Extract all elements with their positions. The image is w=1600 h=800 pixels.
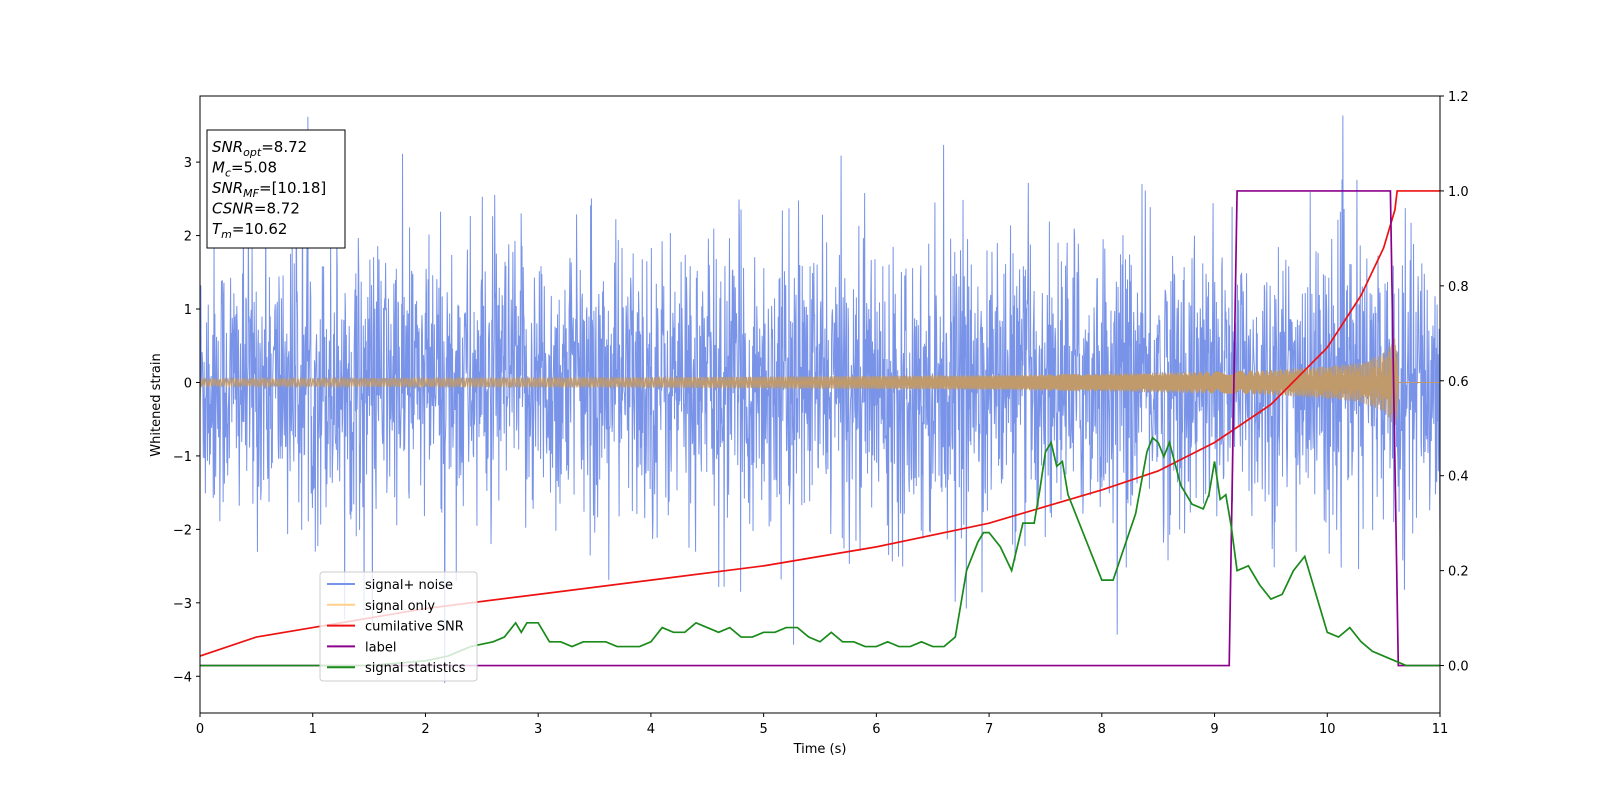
info-box-line: Tm=10.62 [212,220,287,241]
y-left-tick-label: −1 [173,450,192,465]
y-right-tick-label: 1.0 [1448,185,1469,200]
info-box-line: SNRMF=[10.18] [212,179,326,200]
x-tick-label: 11 [1432,722,1449,737]
legend-label-signal-noise: signal+ noise [365,578,453,593]
info-box-line: CSNR=8.72 [212,200,300,218]
y-left-tick-label: 2 [184,230,192,245]
x-tick-label: 5 [759,722,767,737]
info-box-line: SNRopt=8.72 [212,138,307,159]
y-left-tick-label: 3 [184,156,192,171]
y-left-tick-label: 0 [184,376,192,391]
y-left-tick-label: −4 [173,670,192,685]
x-tick-label: 4 [647,722,655,737]
legend-label-signal-statistics: signal statistics [365,661,466,676]
x-tick-label: 1 [309,722,317,737]
x-tick-label: 8 [1098,722,1106,737]
y-axis-label: Whitened strain [149,353,164,456]
info-box-frame [206,129,346,249]
y-right-tick-label: 1.2 [1448,90,1469,105]
y-right-tick-label: 0.2 [1448,565,1469,580]
y-right-tick-label: 0.0 [1448,660,1469,675]
x-axis-label: Time (s) [793,742,847,757]
legend-label-cumilative-snr: cumilative SNR [365,620,464,635]
x-tick-label: 10 [1319,722,1336,737]
y-right-tick-label: 0.6 [1448,375,1469,390]
y-left-tick-label: 1 [184,303,192,318]
legend-label-signal-only: signal only [365,599,435,614]
x-tick-label: 3 [534,722,542,737]
info-box-line: Mc=5.08 [212,159,277,180]
series-signal-statistics-line [200,436,1440,667]
x-tick-label: 0 [196,722,204,737]
x-tick-label: 6 [872,722,880,737]
y-left-tick-label: −3 [173,597,192,612]
legend-frame [319,571,478,682]
y-right-tick-label: 0.8 [1448,280,1469,295]
plot-frame [199,95,1441,714]
y-left-tick-label: −2 [173,523,192,538]
y-right-tick-label: 0.4 [1448,470,1469,485]
x-tick-label: 7 [985,722,993,737]
legend: signal+ noise signal only cumilative SNR la… [319,571,478,682]
axes: 0 1 2 3 4 5 6 7 8 9 10 113210−1−2−3−41.21.00.80.60.… [173,90,1469,737]
x-tick-label: 9 [1210,722,1218,737]
x-tick-label: 2 [421,722,429,737]
info-box: SNRopt=8.72Mc=5.08SNRMF=[10.18]CSNR=8.72… [206,129,346,249]
legend-label-label: label [365,640,396,655]
